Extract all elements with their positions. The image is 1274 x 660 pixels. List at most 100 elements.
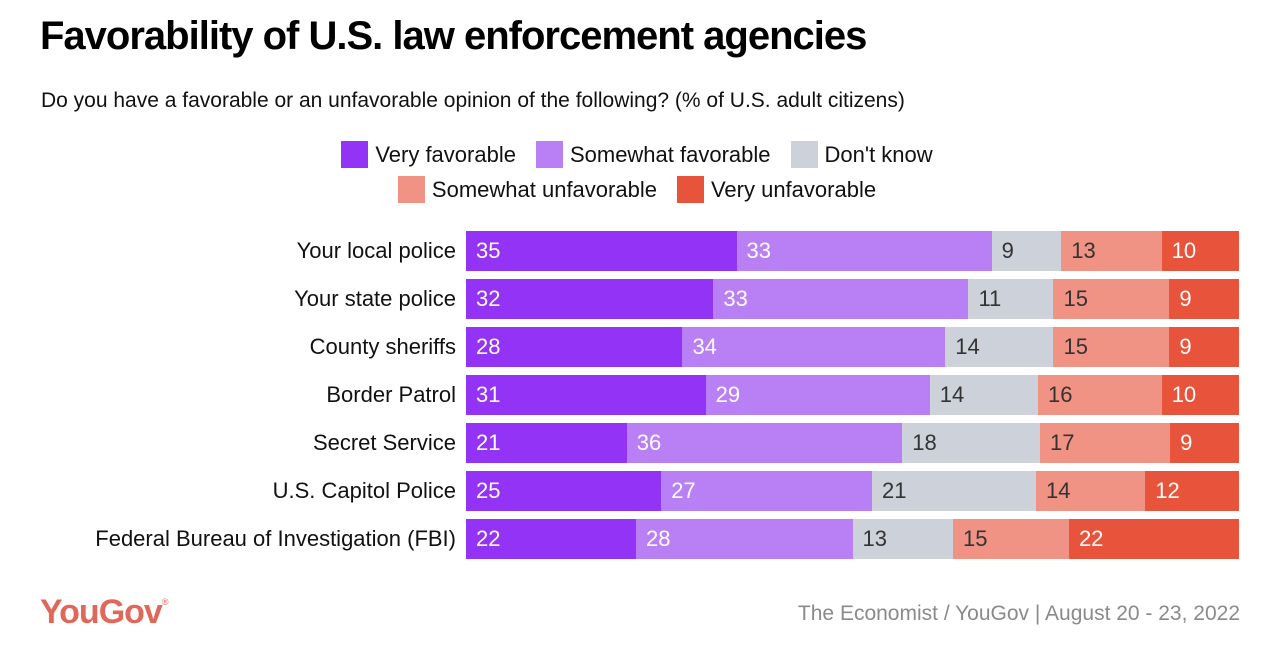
bar-segment-very-favorable <box>466 279 714 319</box>
legend-label: Very unfavorable <box>710 176 877 202</box>
data-label: 31 <box>476 382 501 407</box>
legend-label: Somewhat favorable <box>569 141 771 167</box>
bar-segment-somewhat-favorable <box>682 327 946 367</box>
data-label: 22 <box>476 526 501 551</box>
data-label: 17 <box>1050 430 1075 455</box>
registered-mark: ® <box>161 597 169 607</box>
data-label: 29 <box>715 382 741 407</box>
bar-segment-somewhat-favorable <box>713 279 969 319</box>
bar-segment-very-unfavorable <box>1161 231 1240 271</box>
data-label: 13 <box>862 526 887 551</box>
bar-segment-somewhat-favorable <box>636 519 853 559</box>
data-label: 36 <box>636 430 662 455</box>
data-label: 14 <box>955 334 980 359</box>
legend-label: Don't know <box>824 141 933 167</box>
chart-subtitle: Do you have a favorable or an unfavorabl… <box>41 89 905 112</box>
data-label: 13 <box>1071 238 1096 263</box>
row-label-your-state-police: Your state police <box>294 286 456 311</box>
data-label: 14 <box>1045 478 1071 503</box>
data-label: 15 <box>962 526 988 551</box>
data-label: 12 <box>1155 478 1180 503</box>
bar-segment-very-unfavorable <box>1170 423 1240 463</box>
bar-segment-very-unfavorable <box>1161 375 1240 415</box>
row-label-border-patrol: Border Patrol <box>326 382 456 407</box>
legend-item-very-favorable: Very favorable <box>341 141 516 168</box>
bar-segment-very-unfavorable <box>1169 279 1240 319</box>
legend-row-1: Very favorable Somewhat favorable Don't … <box>0 141 1274 168</box>
data-label: 21 <box>882 478 907 503</box>
bar-segment-very-favorable <box>466 375 707 415</box>
legend-item-dont-know: Don't know <box>790 141 933 168</box>
bar-segment-very-unfavorable <box>1068 519 1240 559</box>
data-label: 33 <box>746 238 772 263</box>
chart-title: Favorability of U.S. law enforcement age… <box>40 14 867 58</box>
bar-segment-don-t-know <box>872 471 1037 511</box>
bar-segment-somewhat-favorable <box>736 231 993 271</box>
legend-item-somewhat-favorable: Somewhat favorable <box>535 141 771 168</box>
legend-item-very-unfavorable: Very unfavorable <box>676 176 877 203</box>
bar-segment-somewhat-unfavorable <box>1038 375 1163 415</box>
bar-segment-somewhat-unfavorable <box>952 519 1070 559</box>
source-note: The Economist / YouGov | August 20 - 23,… <box>797 602 1240 625</box>
bar-segment-somewhat-unfavorable <box>1053 279 1170 319</box>
data-label: 11 <box>978 286 1002 311</box>
bar-segment-don-t-know <box>968 279 1054 319</box>
data-label: 9 <box>1180 430 1193 455</box>
row-label-secret-service: Secret Service <box>312 430 456 455</box>
legend-label: Somewhat unfavorable <box>431 176 657 202</box>
data-label: 10 <box>1171 382 1197 407</box>
data-label: 28 <box>476 334 501 359</box>
bar-segment-don-t-know <box>852 519 954 559</box>
legend-swatch <box>790 141 818 168</box>
data-label: 15 <box>1063 334 1088 359</box>
legend-label: Very favorable <box>375 141 516 167</box>
legend-swatch <box>535 141 563 168</box>
data-label: 28 <box>646 526 671 551</box>
bar-segment-somewhat-favorable <box>661 471 873 511</box>
bar-segment-somewhat-favorable <box>626 423 903 463</box>
data-label: 27 <box>671 478 696 503</box>
bar-segment-somewhat-unfavorable <box>1061 231 1163 271</box>
logo-text: YouGov <box>40 593 163 631</box>
data-label: 16 <box>1048 382 1073 407</box>
bar-segment-very-unfavorable <box>1145 471 1240 511</box>
row-label-county-sheriffs: County sheriffs <box>309 334 456 359</box>
data-label: 34 <box>692 334 717 359</box>
data-label: 14 <box>939 382 965 407</box>
legend-swatch <box>341 141 369 168</box>
data-label: 18 <box>912 430 937 455</box>
bar-segment-don-t-know <box>945 327 1054 367</box>
legend-swatch <box>676 176 704 203</box>
bar-segment-don-t-know <box>902 423 1041 463</box>
bar-segment-very-favorable <box>466 423 628 463</box>
bar-segment-somewhat-unfavorable <box>1053 327 1170 367</box>
data-label: 22 <box>1078 526 1104 551</box>
bar-segment-very-favorable <box>466 327 683 367</box>
bar-segment-don-t-know <box>991 231 1062 271</box>
bar-segment-very-favorable <box>466 471 662 511</box>
bar-segment-very-unfavorable <box>1169 327 1240 367</box>
data-label: 21 <box>476 430 501 455</box>
data-label: 32 <box>476 286 501 311</box>
legend-row-2: Somewhat unfavorable Very unfavorable <box>0 176 1274 203</box>
data-label: 15 <box>1063 286 1088 311</box>
data-label: 35 <box>476 238 501 263</box>
row-label-federal-bureau-of-investigation-fbi: Federal Bureau of Investigation (FBI) <box>95 526 456 551</box>
data-label: 25 <box>476 478 501 503</box>
bar-segment-somewhat-unfavorable <box>1040 423 1171 463</box>
bar-segment-don-t-know <box>929 375 1039 415</box>
data-label: 10 <box>1171 238 1197 263</box>
bar-segment-very-favorable <box>466 519 637 559</box>
bar-segment-somewhat-unfavorable <box>1035 471 1146 511</box>
row-label-your-local-police: Your local police <box>296 238 456 263</box>
data-label: 9 <box>1001 238 1014 263</box>
data-label: 9 <box>1179 334 1192 359</box>
row-label-u-s-capitol-police: U.S. Capitol Police <box>272 478 456 503</box>
legend-swatch <box>397 176 425 203</box>
bar-segment-very-favorable <box>466 231 738 271</box>
data-label: 33 <box>723 286 748 311</box>
bar-segment-somewhat-favorable <box>705 375 931 415</box>
data-label: 9 <box>1179 286 1192 311</box>
legend-item-somewhat-unfavorable: Somewhat unfavorable <box>397 176 657 203</box>
